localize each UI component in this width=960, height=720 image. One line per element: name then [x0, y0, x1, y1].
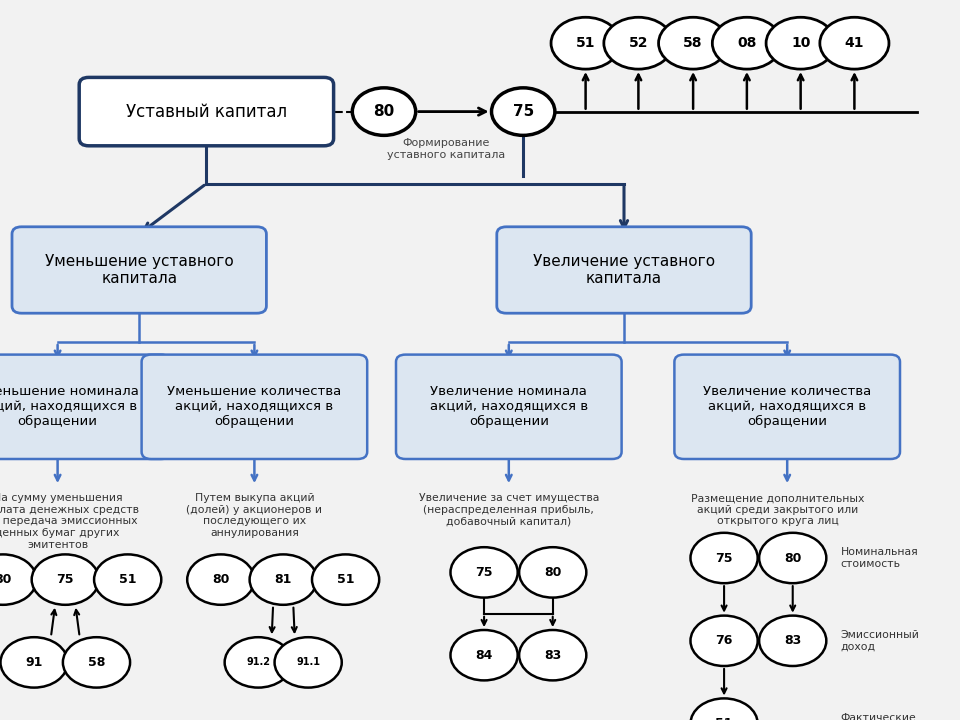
Text: Уменьшение уставного
капитала: Уменьшение уставного капитала — [45, 254, 233, 286]
Circle shape — [450, 547, 517, 598]
Text: Размещение дополнительных
акций среди закрытого или
открытого круга лиц: Размещение дополнительных акций среди за… — [691, 493, 864, 526]
Circle shape — [250, 554, 317, 605]
Circle shape — [820, 17, 889, 69]
FancyBboxPatch shape — [0, 355, 170, 459]
Text: 58: 58 — [684, 36, 703, 50]
Circle shape — [275, 637, 342, 688]
Text: Путем выкупа акций
(долей) у акционеров и
последующего их
аннулирования: Путем выкупа акций (долей) у акционеров … — [186, 493, 323, 538]
Circle shape — [759, 616, 827, 666]
Text: 41: 41 — [845, 36, 864, 50]
Text: 83: 83 — [544, 649, 562, 662]
Circle shape — [766, 17, 835, 69]
Circle shape — [551, 17, 620, 69]
Text: 52: 52 — [629, 36, 648, 50]
Text: 10: 10 — [791, 36, 810, 50]
Text: Уменьшение номинала
акций, находящихся в
обращении: Уменьшение номинала акций, находящихся в… — [0, 385, 139, 428]
Text: 80: 80 — [544, 566, 562, 579]
Text: 84: 84 — [475, 649, 492, 662]
Circle shape — [94, 554, 161, 605]
Text: 75: 75 — [715, 552, 732, 564]
Text: 83: 83 — [784, 634, 802, 647]
Text: 91.2: 91.2 — [246, 657, 271, 667]
Circle shape — [187, 554, 254, 605]
Text: 80: 80 — [373, 104, 395, 119]
FancyBboxPatch shape — [396, 355, 621, 459]
Text: 51: 51 — [715, 717, 732, 720]
Text: Уменьшение количества
акций, находящихся в
обращении: Уменьшение количества акций, находящихся… — [167, 385, 342, 428]
Text: Увеличение за счет имущества
(нераспределенная прибыль,
добавочный капитал): Увеличение за счет имущества (нераспреде… — [419, 493, 599, 526]
Circle shape — [712, 17, 781, 69]
Text: 51: 51 — [337, 573, 354, 586]
Circle shape — [32, 554, 99, 605]
Circle shape — [604, 17, 673, 69]
Circle shape — [492, 88, 555, 135]
Circle shape — [450, 630, 517, 680]
Text: Уставный капитал: Уставный капитал — [126, 102, 287, 120]
Circle shape — [759, 533, 827, 583]
Text: 91.1: 91.1 — [296, 657, 321, 667]
FancyBboxPatch shape — [674, 355, 900, 459]
Circle shape — [659, 17, 728, 69]
Text: 75: 75 — [513, 104, 534, 119]
Text: 75: 75 — [475, 566, 492, 579]
Text: Фактические
поступления: Фактические поступления — [841, 713, 917, 720]
Circle shape — [0, 554, 36, 605]
Text: Номинальная
стоимость: Номинальная стоимость — [841, 547, 919, 569]
Text: Увеличение уставного
капитала: Увеличение уставного капитала — [533, 254, 715, 286]
Circle shape — [519, 630, 587, 680]
Circle shape — [519, 547, 587, 598]
Circle shape — [690, 616, 757, 666]
Text: 58: 58 — [87, 656, 106, 669]
Text: Увеличение количества
акций, находящихся в
обращении: Увеличение количества акций, находящихся… — [703, 385, 872, 428]
Circle shape — [690, 533, 757, 583]
Text: 08: 08 — [737, 36, 756, 50]
Text: На сумму уменьшения
выплата денежных средств
или передача эмиссионных
ценных бум: На сумму уменьшения выплата денежных сре… — [0, 493, 138, 549]
Text: 80: 80 — [0, 573, 12, 586]
Circle shape — [690, 698, 757, 720]
Text: 75: 75 — [57, 573, 74, 586]
Text: 51: 51 — [119, 573, 136, 586]
Text: 81: 81 — [275, 573, 292, 586]
FancyBboxPatch shape — [79, 77, 334, 145]
Text: 51: 51 — [576, 36, 595, 50]
Text: Увеличение номинала
акций, находящихся в
обращении: Увеличение номинала акций, находящихся в… — [430, 385, 588, 428]
Text: Формирование
уставного капитала: Формирование уставного капитала — [387, 138, 506, 160]
Circle shape — [225, 637, 292, 688]
Circle shape — [1, 637, 67, 688]
Text: Эмиссионный
доход: Эмиссионный доход — [841, 630, 920, 652]
Text: 80: 80 — [212, 573, 229, 586]
Circle shape — [352, 88, 416, 135]
Circle shape — [63, 637, 131, 688]
FancyBboxPatch shape — [142, 355, 367, 459]
Text: 91: 91 — [25, 656, 43, 669]
Text: 80: 80 — [784, 552, 802, 564]
FancyBboxPatch shape — [12, 227, 267, 313]
FancyBboxPatch shape — [497, 227, 752, 313]
Text: 76: 76 — [715, 634, 732, 647]
Circle shape — [312, 554, 379, 605]
